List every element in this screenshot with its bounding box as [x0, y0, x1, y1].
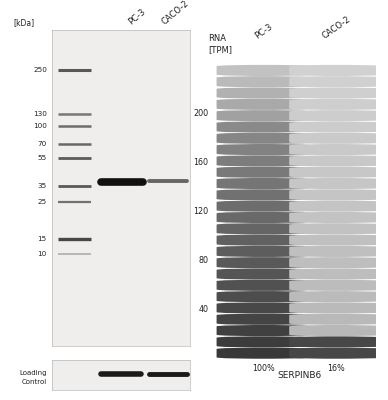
FancyBboxPatch shape: [217, 325, 311, 336]
Text: PC-3: PC-3: [127, 8, 147, 27]
FancyBboxPatch shape: [217, 133, 311, 144]
FancyBboxPatch shape: [217, 280, 311, 291]
Text: 40: 40: [198, 305, 208, 314]
Text: 15: 15: [38, 236, 47, 242]
FancyBboxPatch shape: [289, 166, 383, 178]
FancyBboxPatch shape: [217, 166, 311, 178]
Text: RNA: RNA: [208, 34, 226, 43]
FancyBboxPatch shape: [289, 110, 383, 121]
FancyBboxPatch shape: [289, 65, 383, 76]
Text: 200: 200: [193, 109, 208, 118]
FancyBboxPatch shape: [289, 336, 383, 348]
FancyBboxPatch shape: [217, 257, 311, 268]
FancyBboxPatch shape: [217, 87, 311, 99]
FancyBboxPatch shape: [217, 178, 311, 189]
FancyBboxPatch shape: [217, 314, 311, 325]
FancyBboxPatch shape: [217, 291, 311, 302]
Text: High Low: High Low: [111, 363, 148, 372]
FancyBboxPatch shape: [217, 246, 311, 257]
Text: 10: 10: [38, 251, 47, 257]
Text: 160: 160: [193, 158, 208, 167]
Text: CACO-2: CACO-2: [160, 0, 191, 27]
FancyBboxPatch shape: [217, 212, 311, 223]
FancyBboxPatch shape: [289, 223, 383, 234]
FancyBboxPatch shape: [217, 110, 311, 121]
FancyBboxPatch shape: [289, 280, 383, 291]
FancyBboxPatch shape: [289, 257, 383, 268]
Text: 55: 55: [38, 155, 47, 161]
FancyBboxPatch shape: [217, 223, 311, 234]
FancyBboxPatch shape: [217, 200, 311, 212]
FancyBboxPatch shape: [289, 189, 383, 200]
FancyBboxPatch shape: [217, 76, 311, 87]
FancyBboxPatch shape: [289, 133, 383, 144]
FancyBboxPatch shape: [289, 348, 383, 359]
FancyBboxPatch shape: [289, 178, 383, 189]
FancyBboxPatch shape: [289, 268, 383, 280]
FancyBboxPatch shape: [289, 144, 383, 155]
FancyBboxPatch shape: [217, 336, 311, 348]
FancyBboxPatch shape: [217, 348, 311, 359]
FancyBboxPatch shape: [217, 121, 311, 133]
FancyBboxPatch shape: [217, 189, 311, 200]
FancyBboxPatch shape: [217, 144, 311, 155]
Text: [TPM]: [TPM]: [208, 45, 232, 54]
FancyBboxPatch shape: [289, 76, 383, 87]
Text: 80: 80: [198, 256, 208, 265]
Text: 16%: 16%: [327, 364, 345, 373]
FancyBboxPatch shape: [289, 87, 383, 99]
FancyBboxPatch shape: [217, 65, 311, 76]
Text: 25: 25: [38, 199, 47, 205]
FancyBboxPatch shape: [289, 325, 383, 336]
FancyBboxPatch shape: [289, 302, 383, 314]
FancyBboxPatch shape: [217, 99, 311, 110]
Text: 120: 120: [193, 207, 208, 216]
FancyBboxPatch shape: [289, 121, 383, 133]
FancyBboxPatch shape: [289, 234, 383, 246]
FancyBboxPatch shape: [217, 302, 311, 314]
Text: PC-3: PC-3: [253, 22, 274, 40]
Text: CACO-2: CACO-2: [320, 14, 352, 40]
Text: 250: 250: [33, 66, 47, 72]
FancyBboxPatch shape: [289, 99, 383, 110]
FancyBboxPatch shape: [289, 212, 383, 223]
FancyBboxPatch shape: [289, 246, 383, 257]
Text: 35: 35: [38, 184, 47, 190]
Text: SERPINB6: SERPINB6: [278, 371, 322, 380]
Text: 130: 130: [33, 111, 47, 117]
Text: Loading: Loading: [19, 370, 47, 376]
FancyBboxPatch shape: [289, 291, 383, 302]
Text: 70: 70: [38, 141, 47, 147]
Text: 100%: 100%: [252, 364, 275, 373]
FancyBboxPatch shape: [217, 234, 311, 246]
Text: 100: 100: [33, 123, 47, 129]
FancyBboxPatch shape: [289, 200, 383, 212]
FancyBboxPatch shape: [289, 155, 383, 166]
FancyBboxPatch shape: [217, 155, 311, 166]
Text: Control: Control: [22, 380, 47, 386]
FancyBboxPatch shape: [217, 268, 311, 280]
Text: [kDa]: [kDa]: [14, 18, 35, 27]
FancyBboxPatch shape: [289, 314, 383, 325]
